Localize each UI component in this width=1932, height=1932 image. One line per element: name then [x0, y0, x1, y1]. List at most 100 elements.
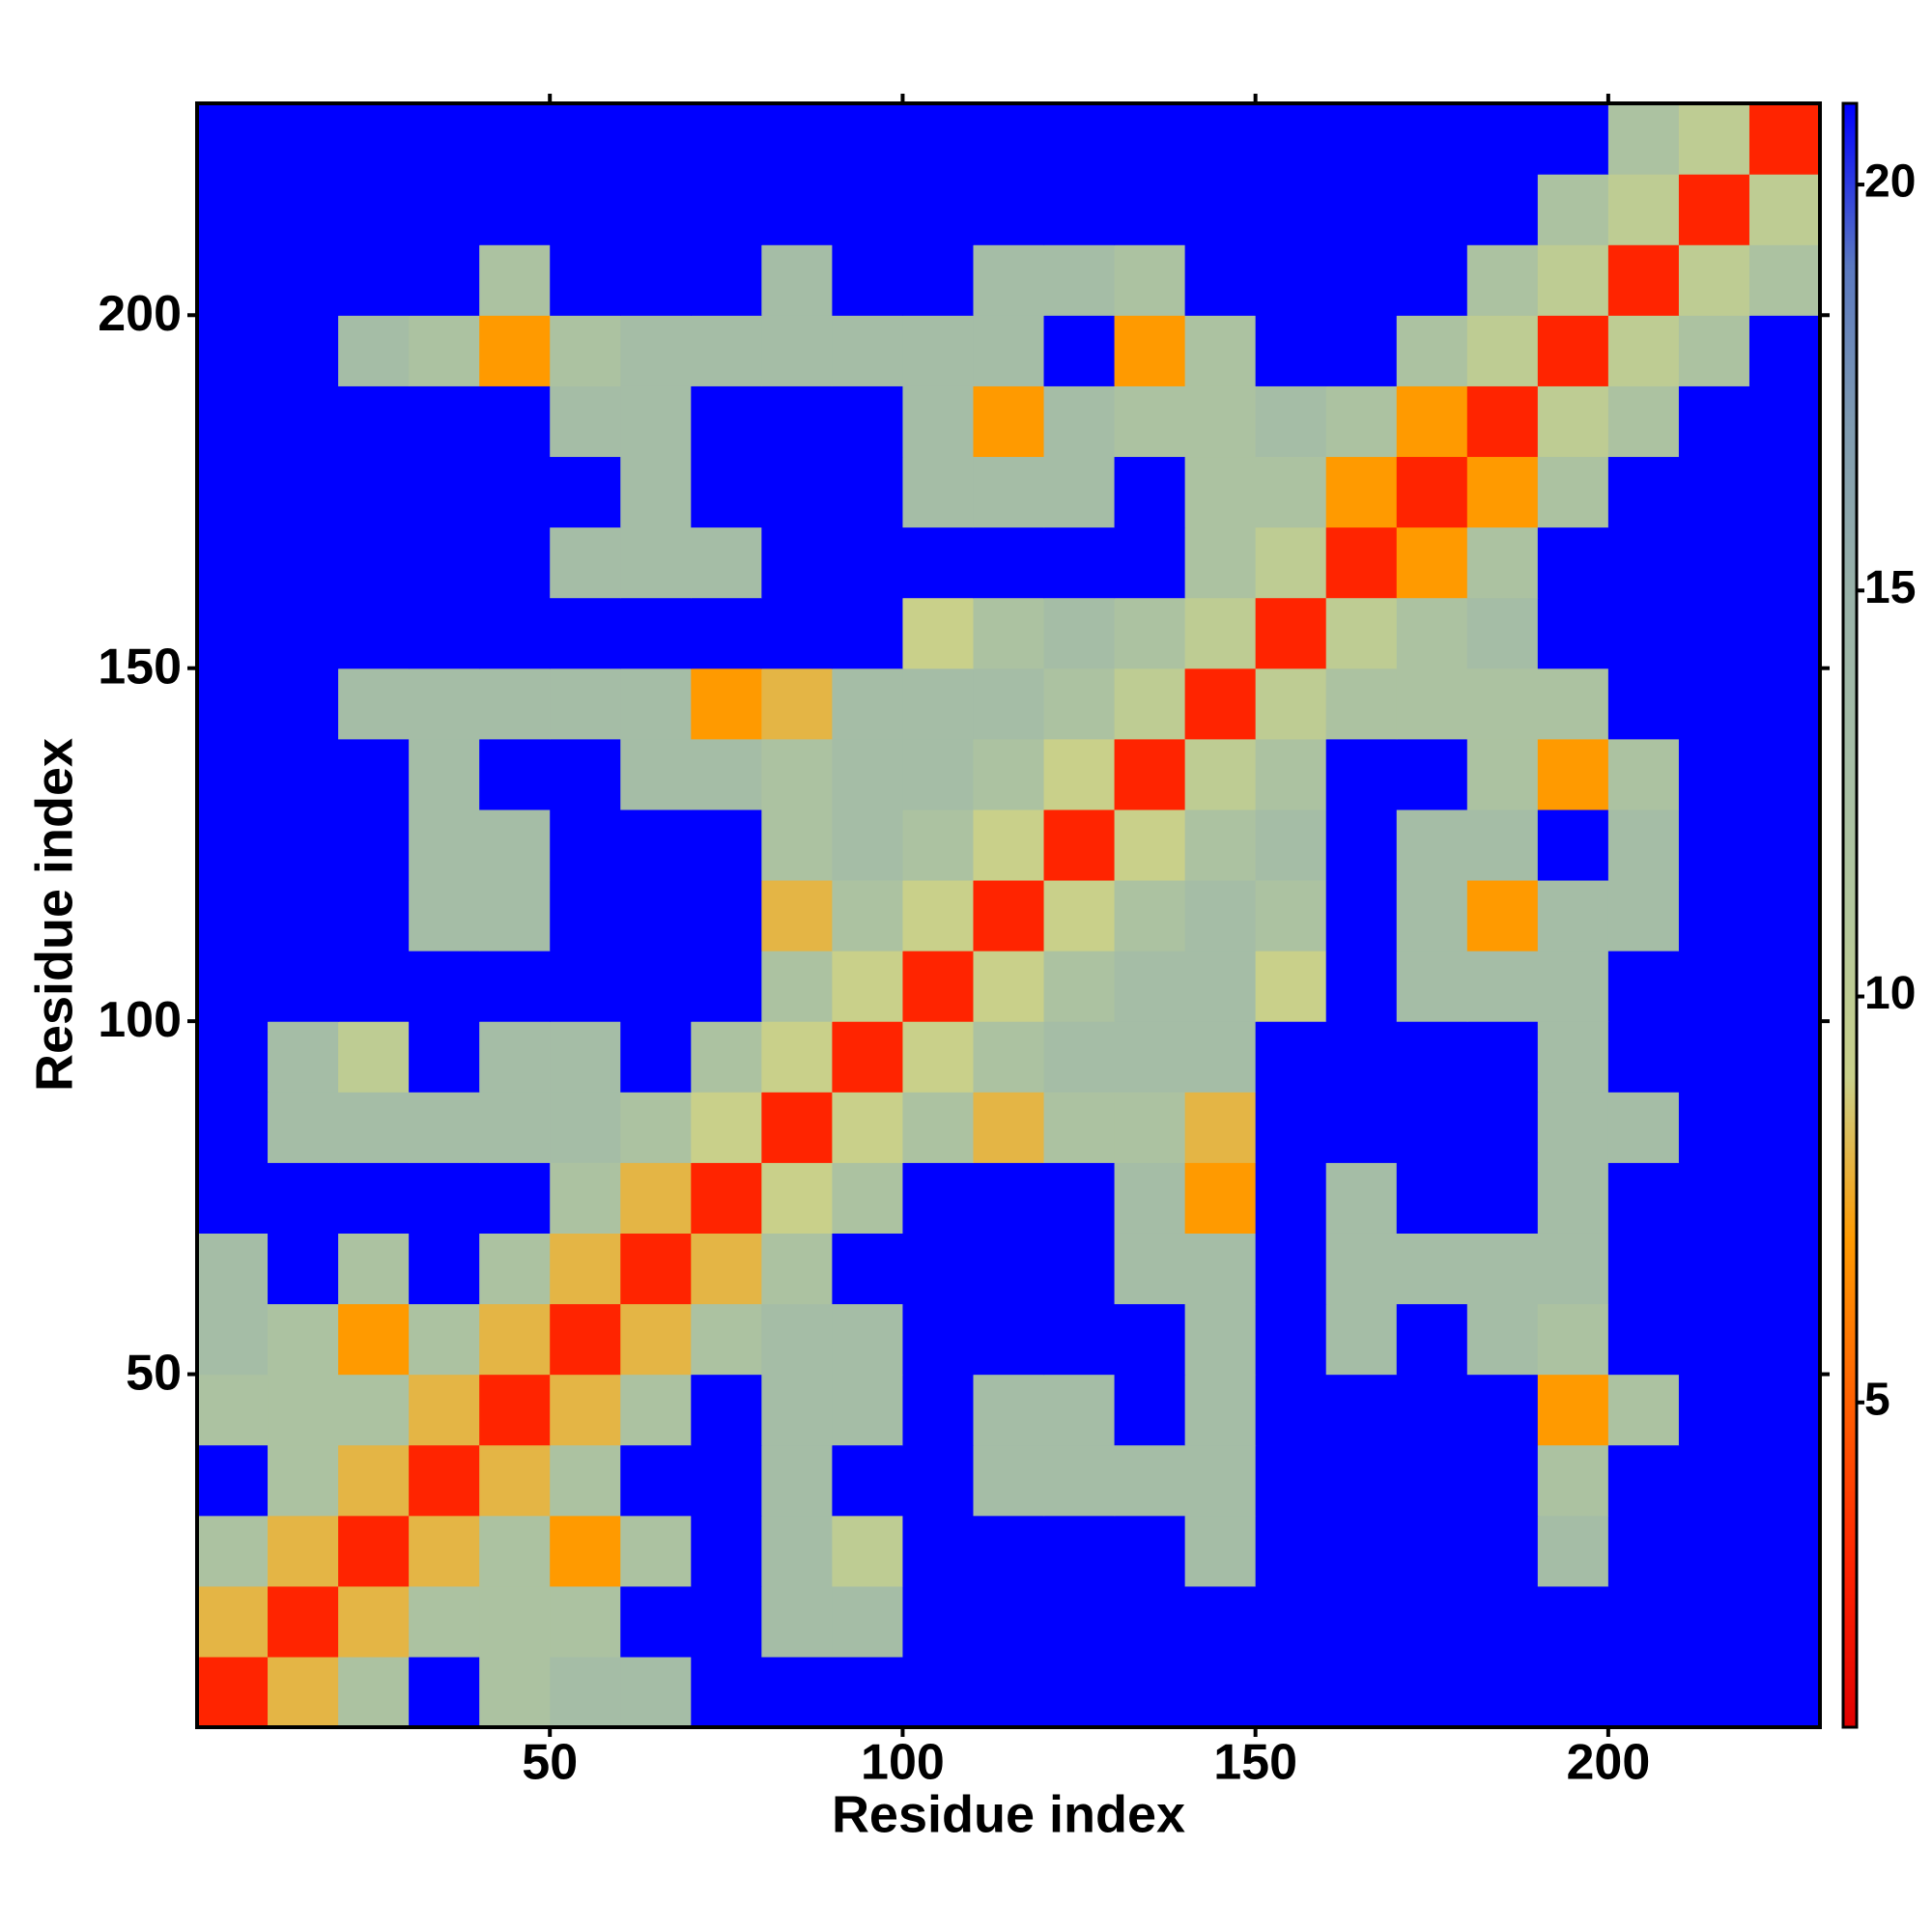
heatmap-cell — [761, 1585, 833, 1658]
heatmap-cell — [479, 456, 551, 528]
heatmap-cell — [761, 1656, 833, 1728]
heatmap-cell — [1184, 597, 1257, 669]
heatmap-cell — [973, 526, 1045, 599]
heatmap-cell — [1043, 526, 1116, 599]
heatmap-cell — [832, 315, 904, 386]
heatmap-cell — [409, 456, 480, 528]
colorbar-tick-label: 10 — [1864, 968, 1916, 1019]
heatmap-cell — [1537, 1021, 1609, 1093]
heatmap-cell — [1748, 1162, 1821, 1234]
heatmap-cell — [620, 385, 692, 458]
heatmap-cell — [1325, 103, 1398, 175]
heatmap-cell — [1114, 738, 1186, 810]
heatmap-cell — [620, 879, 692, 952]
heatmap-cell — [479, 597, 551, 669]
heatmap-cell — [268, 1585, 339, 1658]
heatmap-cell — [1466, 1444, 1539, 1517]
heatmap-cell — [1325, 879, 1398, 952]
heatmap-cell — [1748, 103, 1821, 175]
heatmap-cell — [1396, 456, 1468, 528]
heatmap-cell — [832, 1374, 904, 1446]
heatmap-cell — [1678, 1092, 1750, 1163]
heatmap-cell — [1678, 1374, 1750, 1446]
heatmap-cell — [761, 668, 833, 740]
heatmap-cell — [409, 174, 480, 245]
heatmap-cell — [479, 385, 551, 458]
heatmap-cell — [550, 244, 621, 316]
heatmap-cell — [1325, 1092, 1398, 1163]
heatmap-cell — [620, 1585, 692, 1658]
heatmap-cell — [902, 1374, 975, 1446]
heatmap-cell — [1043, 1656, 1116, 1728]
heatmap-cell — [197, 1374, 269, 1446]
heatmap-cell — [1396, 244, 1468, 316]
heatmap-cell — [1114, 1444, 1186, 1517]
heatmap-cell — [832, 526, 904, 599]
heatmap-cell — [832, 1092, 904, 1163]
heatmap-cell — [1607, 1233, 1680, 1305]
heatmap-cell — [1255, 1303, 1327, 1376]
heatmap-cell — [1748, 526, 1821, 599]
heatmap-cell — [1466, 1585, 1539, 1658]
heatmap-cell — [761, 103, 833, 175]
heatmap-cell — [973, 597, 1045, 669]
heatmap-cell — [550, 597, 621, 669]
heatmap-cell — [268, 1515, 339, 1587]
heatmap-cell — [973, 1303, 1045, 1376]
heatmap-cell — [1466, 668, 1539, 740]
heatmap-cell — [1607, 1585, 1680, 1658]
heatmap-cell — [832, 385, 904, 458]
heatmap-cell — [691, 456, 762, 528]
heatmap-cell — [902, 1444, 975, 1517]
heatmap-cell — [409, 809, 480, 881]
heatmap-cell — [1466, 456, 1539, 528]
heatmap-cell — [338, 244, 410, 316]
heatmap-cell — [1114, 597, 1186, 669]
heatmap-cell — [1537, 1092, 1609, 1163]
heatmap-cell — [761, 809, 833, 881]
heatmap-cell — [1255, 879, 1327, 952]
heatmap-cell — [832, 1585, 904, 1658]
heatmap-cell — [479, 738, 551, 810]
heatmap-cell — [197, 1021, 269, 1093]
heatmap-cell — [691, 244, 762, 316]
heatmap-cell — [973, 951, 1045, 1022]
heatmap-cell — [902, 738, 975, 810]
heatmap-cell — [620, 809, 692, 881]
heatmap-cell — [1184, 1374, 1257, 1446]
heatmap-cell — [1607, 1444, 1680, 1517]
heatmap-cell — [1748, 456, 1821, 528]
heatmap-cell — [691, 1374, 762, 1446]
heatmap-cell — [1184, 1515, 1257, 1587]
heatmap-cell — [1678, 951, 1750, 1022]
y-tick-label: 150 — [98, 639, 182, 695]
heatmap-cell — [1114, 385, 1186, 458]
heatmap-cell — [1466, 738, 1539, 810]
heatmap-cell — [1678, 315, 1750, 386]
heatmap-cell — [1396, 526, 1468, 599]
heatmap-cell — [1466, 1656, 1539, 1728]
heatmap-cell — [1325, 668, 1398, 740]
heatmap-cell — [1255, 951, 1327, 1022]
heatmap-cell — [197, 1515, 269, 1587]
heatmap-cell — [338, 951, 410, 1022]
heatmap-cell — [1678, 1656, 1750, 1728]
heatmap-cell — [832, 1162, 904, 1234]
heatmap-cell — [1043, 879, 1116, 952]
heatmap-cell — [832, 738, 904, 810]
heatmap-cell — [902, 174, 975, 245]
heatmap-cell — [479, 1374, 551, 1446]
heatmap-cell — [338, 1162, 410, 1234]
heatmap-cell — [761, 951, 833, 1022]
heatmap-cell — [1678, 879, 1750, 952]
heatmap-cell — [973, 1656, 1045, 1728]
heatmap-cell — [1255, 456, 1327, 528]
heatmap-cell — [902, 244, 975, 316]
heatmap-cell — [691, 1515, 762, 1587]
heatmap-cell — [832, 1233, 904, 1305]
heatmap-cell — [1396, 1444, 1468, 1517]
heatmap-cell — [1607, 1021, 1680, 1093]
heatmap-cell — [902, 103, 975, 175]
heatmap-cell — [1043, 1021, 1116, 1093]
heatmap-cell — [1678, 1303, 1750, 1376]
